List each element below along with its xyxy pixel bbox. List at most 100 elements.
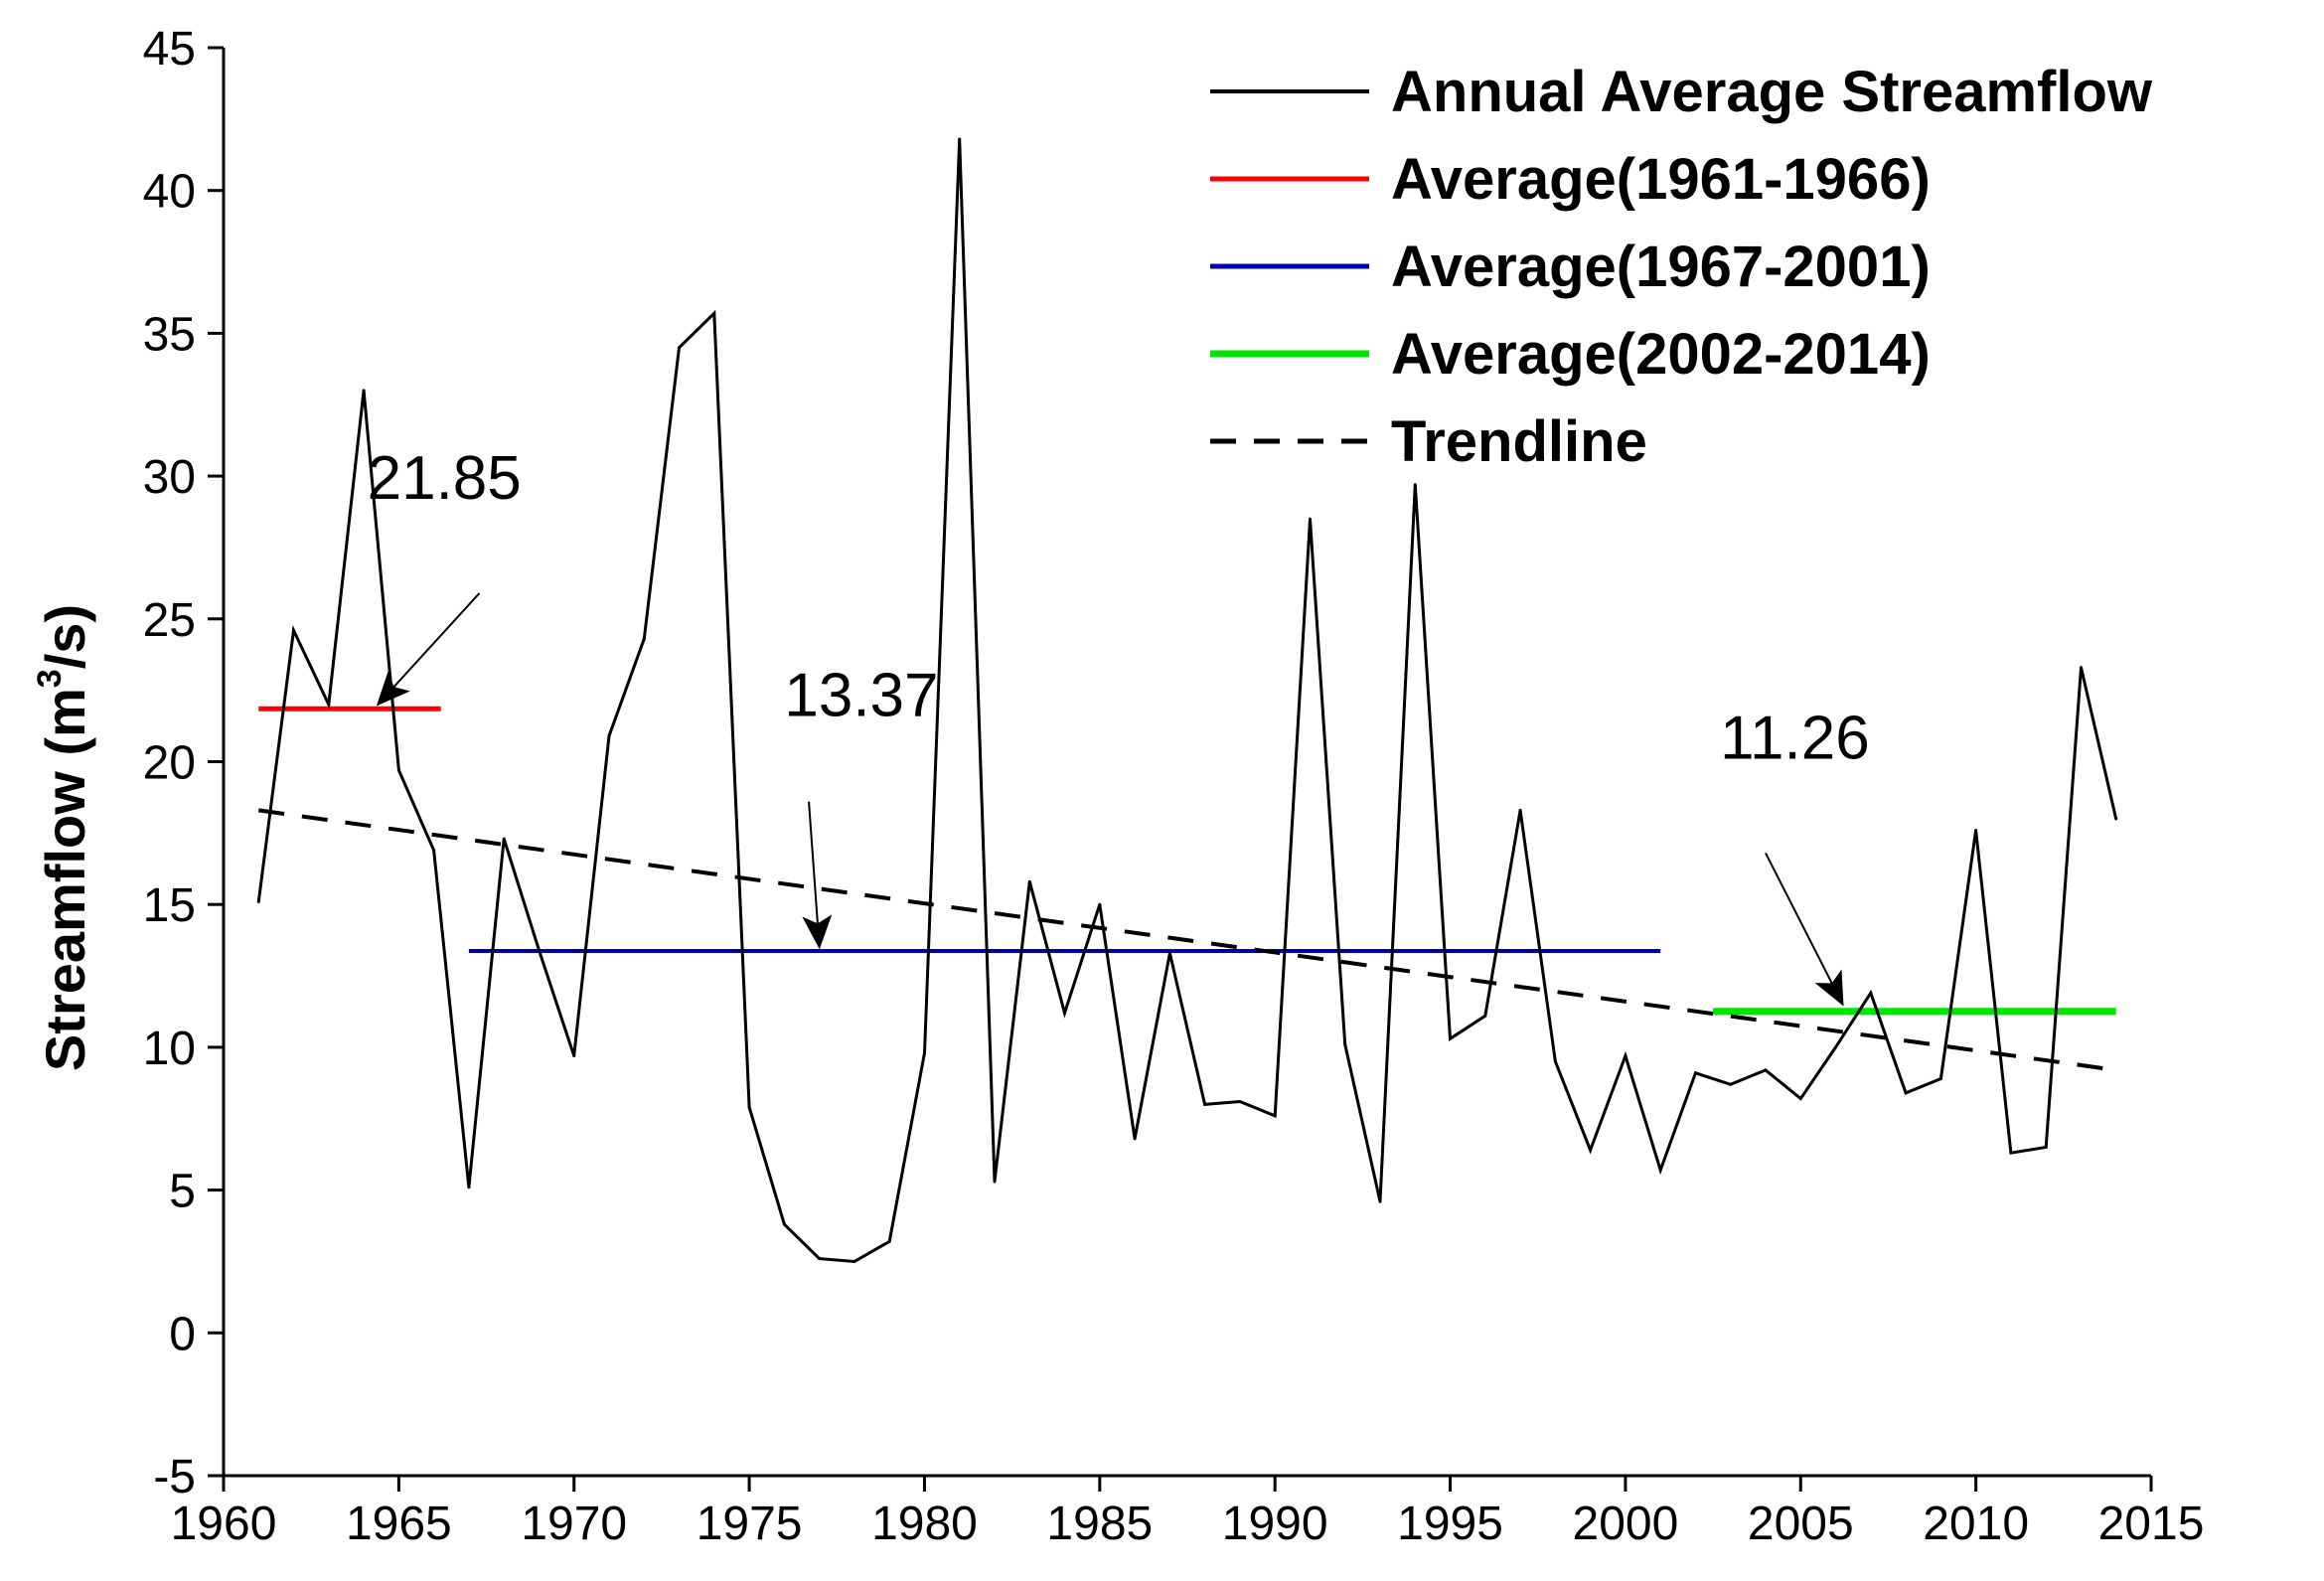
data-point <box>396 768 400 772</box>
data-point <box>467 1186 471 1189</box>
data-point <box>1624 1054 1627 1058</box>
data-point <box>1974 828 1978 832</box>
data-point <box>2079 666 2083 670</box>
legend-label: Average(1967-2001) <box>1391 235 1931 299</box>
x-tick-label: 1965 <box>346 1498 452 1550</box>
annotation-arrow <box>802 801 833 950</box>
y-tick-label: 40 <box>143 166 196 219</box>
data-point <box>1167 951 1171 955</box>
data-point <box>1378 1199 1382 1203</box>
y-tick-label: 15 <box>143 879 196 932</box>
data-point <box>362 389 366 393</box>
data-point <box>607 734 611 738</box>
data-point <box>1658 1168 1662 1172</box>
data-point <box>292 628 296 632</box>
x-tick-label: 1995 <box>1397 1498 1503 1550</box>
data-point <box>1553 1059 1557 1063</box>
x-ticks: 1960 1965 1970 1975 1980 1985 1990 1995 2000 2005… <box>171 1476 2205 1550</box>
series-line-0 <box>256 138 2118 1264</box>
y-tick-label: 35 <box>143 308 196 361</box>
annotation-arrow <box>1765 853 1844 1007</box>
data-point <box>572 1054 576 1058</box>
data-point <box>782 1222 786 1226</box>
y-tick-label: 20 <box>143 737 196 790</box>
data-point <box>678 346 682 350</box>
data-point <box>502 837 506 841</box>
x-tick-label: 1985 <box>1046 1498 1153 1550</box>
x-tick-label: 1960 <box>171 1498 277 1550</box>
x-tick-label: 1970 <box>521 1498 627 1550</box>
data-point <box>1518 808 1522 812</box>
data-point <box>1764 1068 1768 1072</box>
data-point <box>327 703 331 707</box>
data-point <box>256 899 260 903</box>
data-point <box>1343 1042 1347 1046</box>
data-point <box>887 1239 891 1243</box>
data-point <box>537 948 541 952</box>
data-point <box>2044 1145 2048 1149</box>
series-line-4 <box>258 808 2116 1072</box>
x-tick-label: 2015 <box>2098 1498 2205 1550</box>
legend-label: Annual Average Streamflow <box>1391 60 2153 124</box>
data-point <box>922 1051 926 1055</box>
data-point <box>1308 517 1312 521</box>
data-point <box>1798 1097 1802 1101</box>
data-point <box>1729 1082 1733 1086</box>
y-tick-label: 30 <box>143 451 196 504</box>
y-tick-label: 5 <box>169 1166 196 1218</box>
data-point <box>1693 1071 1697 1075</box>
data-point <box>1203 1102 1207 1106</box>
data-point <box>747 1105 751 1109</box>
data-point <box>432 849 436 853</box>
y-axis-title: Streamflow (m3/s) <box>31 604 96 1071</box>
data-point <box>1449 1036 1453 1040</box>
data-point <box>1063 1011 1067 1015</box>
data-point <box>852 1259 856 1263</box>
legend-label: Trendline <box>1391 409 1647 474</box>
x-tick-label: 1990 <box>1222 1498 1328 1550</box>
data-point <box>1133 1137 1137 1141</box>
legend-label: Average(2002-2014) <box>1391 322 1931 387</box>
y-ticks: -5 0 5 10 15 20 25 30 35 40 45 <box>143 23 224 1503</box>
data-point <box>1238 1100 1242 1104</box>
x-tick-label: 1980 <box>871 1498 978 1550</box>
y-tick-label: -5 <box>153 1451 196 1503</box>
data-point <box>1904 1091 1908 1095</box>
data-point <box>1938 1077 1942 1081</box>
y-tick-label: 10 <box>143 1023 196 1075</box>
data-point <box>1869 991 1873 995</box>
annotation-layer: 21.85 13.37 11.26 <box>368 444 1870 1007</box>
y-tick-label: 25 <box>143 594 196 647</box>
data-point <box>1834 1045 1838 1049</box>
x-tick-label: 2005 <box>1748 1498 1854 1550</box>
y-tick-label: 45 <box>143 23 196 76</box>
y-tick-label: 0 <box>169 1308 196 1360</box>
data-point <box>1027 879 1031 883</box>
data-point <box>1413 483 1417 487</box>
data-point <box>958 137 962 141</box>
x-tick-label: 2000 <box>1573 1498 1679 1550</box>
data-point <box>1273 1114 1277 1118</box>
annotation-arrow <box>376 592 481 707</box>
data-point <box>642 637 646 641</box>
annotation-label: 11.26 <box>1720 705 1870 773</box>
annotation-label: 13.37 <box>784 662 938 730</box>
legend-label: Average(1961-1966) <box>1391 147 1931 212</box>
data-point <box>712 311 716 315</box>
data-point <box>2114 817 2118 821</box>
x-tick-label: 1975 <box>697 1498 803 1550</box>
data-point <box>818 1257 822 1261</box>
data-point <box>1589 1148 1593 1152</box>
data-point <box>2009 1151 2013 1155</box>
legend: Annual Average Streamflow Average(1961-19… <box>1210 60 2153 474</box>
y-axis-title-sup: 3 <box>31 669 69 688</box>
series-layer <box>256 137 2118 1264</box>
y-axis-title-tail: /s) <box>34 604 96 669</box>
y-axis-title-main: Streamflow (m <box>34 688 96 1071</box>
annotation-label: 21.85 <box>368 444 522 513</box>
data-point <box>993 1180 997 1184</box>
data-point <box>1098 902 1102 906</box>
data-point <box>1483 1014 1487 1018</box>
